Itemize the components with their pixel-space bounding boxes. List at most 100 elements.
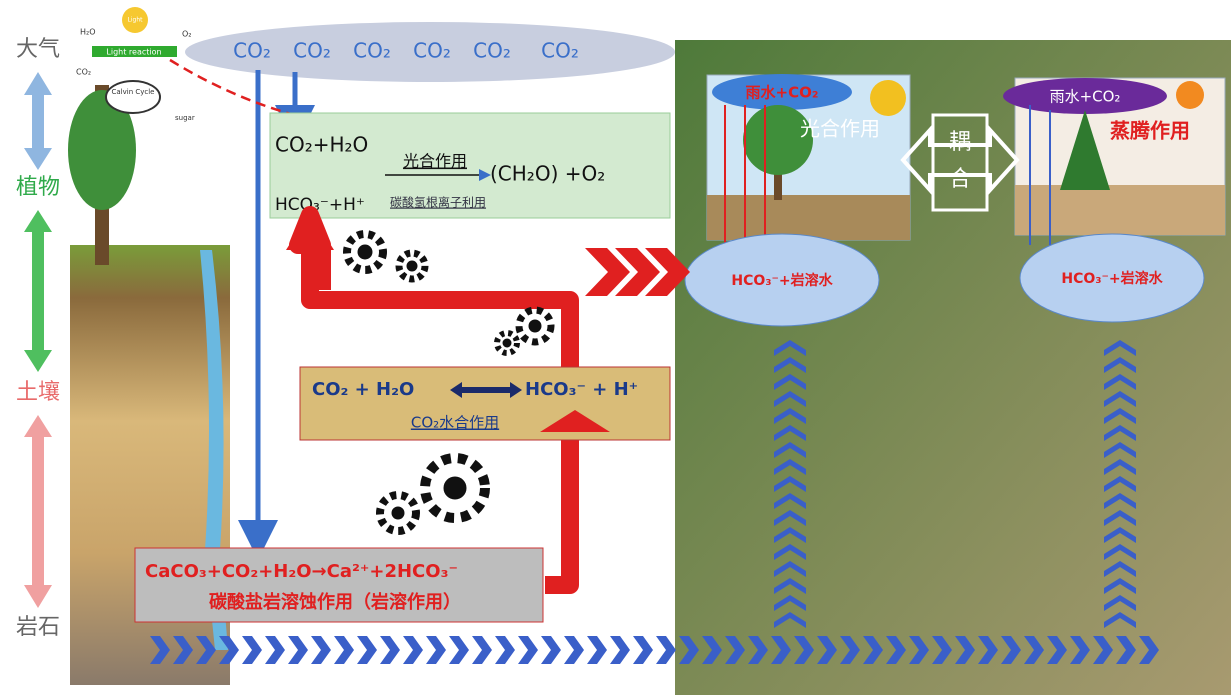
atmosphere-co2: CO₂ [473, 39, 511, 63]
left-rain: 雨水+CO₂ [746, 84, 819, 102]
right-inset-soil [1015, 185, 1225, 235]
chevron [633, 636, 653, 664]
sugar: sugar [175, 114, 195, 122]
right-water: HCO₃⁻+岩溶水 [1061, 270, 1163, 287]
chevron [311, 636, 331, 664]
equilibrium-arrow [450, 382, 522, 398]
left-rain-cloud [712, 74, 852, 110]
chevron [645, 248, 690, 296]
chevron [585, 248, 630, 296]
hydration-left: CO₂ + H₂O [312, 379, 414, 400]
chevron [1139, 636, 1159, 664]
chevron [357, 636, 377, 664]
calvin-cycle-ring [105, 80, 161, 114]
chevron [1104, 595, 1136, 611]
chevron [774, 425, 806, 441]
atmosphere-co2: CO₂ [413, 39, 451, 63]
chevron [774, 544, 806, 560]
chevron [1104, 510, 1136, 526]
chevron [219, 636, 239, 664]
bicarbonate-use: 碳酸氢根离子利用 [390, 195, 486, 210]
chevron [1093, 636, 1113, 664]
chevron [1116, 636, 1136, 664]
atmosphere-co2: CO₂ [541, 39, 579, 63]
right-rain: 雨水+CO₂ [1050, 88, 1121, 106]
coupling: 耦 [949, 130, 971, 155]
chevron [1024, 636, 1044, 664]
chevron [1104, 544, 1136, 560]
chevron [679, 636, 699, 664]
chevron [886, 636, 906, 664]
sun [122, 7, 148, 33]
chevron [1104, 459, 1136, 475]
chevron [656, 636, 676, 664]
layer-label: 岩石 [16, 615, 60, 640]
chevron [380, 636, 400, 664]
rain-lines [1029, 105, 1051, 245]
chevron [564, 636, 584, 664]
left-water: HCO₃⁻+岩溶水 [731, 272, 833, 289]
chevron [495, 636, 515, 664]
chevron [1104, 612, 1136, 628]
chevron [774, 357, 806, 373]
chevron [774, 408, 806, 424]
chevron [774, 527, 806, 543]
chevron [1104, 340, 1136, 356]
left-process: 光合作用 [800, 117, 880, 141]
o2: O₂ [182, 30, 192, 39]
chevron [771, 636, 791, 664]
photosynthesis-box [269, 112, 671, 219]
chevron [1104, 442, 1136, 458]
right-water-ellipse [1019, 233, 1205, 323]
chevron [541, 636, 561, 664]
calvin-cycle: Calvin Cycle [111, 88, 154, 96]
chevron [426, 636, 446, 664]
chevron [403, 636, 423, 664]
atmosphere [185, 22, 675, 82]
chevron [774, 442, 806, 458]
chevron [702, 636, 722, 664]
chevron [1104, 561, 1136, 577]
process: 光合作用 [403, 152, 467, 171]
chevron [932, 636, 952, 664]
chevron [774, 595, 806, 611]
right-process: 蒸腾作用 [1110, 119, 1190, 143]
dissolution-equation: CaCO₃+CO₂+H₂O→Ca²⁺+2HCO₃⁻ [145, 561, 458, 582]
chevron [863, 636, 883, 664]
chevron [978, 636, 998, 664]
atmosphere-co2: CO₂ [233, 39, 271, 63]
chevron [1104, 374, 1136, 390]
co2: CO₂ [76, 68, 91, 77]
chevron [748, 636, 768, 664]
red-arrow-head [286, 212, 334, 250]
chevron [774, 391, 806, 407]
chevron [334, 636, 354, 664]
hydration-process: CO₂水合作用 [411, 414, 499, 432]
chevron [955, 636, 975, 664]
chevron [774, 578, 806, 594]
layer-label: 植物 [16, 175, 60, 200]
hydration-box [299, 366, 671, 441]
chevron [725, 636, 745, 664]
chevron [774, 561, 806, 577]
chevron [774, 612, 806, 628]
coupling-arrow [900, 124, 1020, 196]
sun [1176, 81, 1204, 109]
layer-arrow [24, 72, 52, 170]
layer-arrow [24, 210, 52, 372]
h2o: H₂O [80, 28, 96, 37]
bicarbonate: HCO₃⁻+H⁺ [275, 195, 365, 215]
chevron [173, 636, 193, 664]
dissolution-box [134, 547, 544, 623]
chevron [587, 636, 607, 664]
chevron [449, 636, 469, 664]
chevron [1047, 636, 1067, 664]
chevron [774, 476, 806, 492]
chevron [1104, 476, 1136, 492]
chevron [909, 636, 929, 664]
light-reaction-bar [92, 46, 177, 57]
reactants: CO₂+H₂O [275, 133, 368, 157]
coupling: 合 [949, 167, 971, 192]
chevron [615, 248, 660, 296]
